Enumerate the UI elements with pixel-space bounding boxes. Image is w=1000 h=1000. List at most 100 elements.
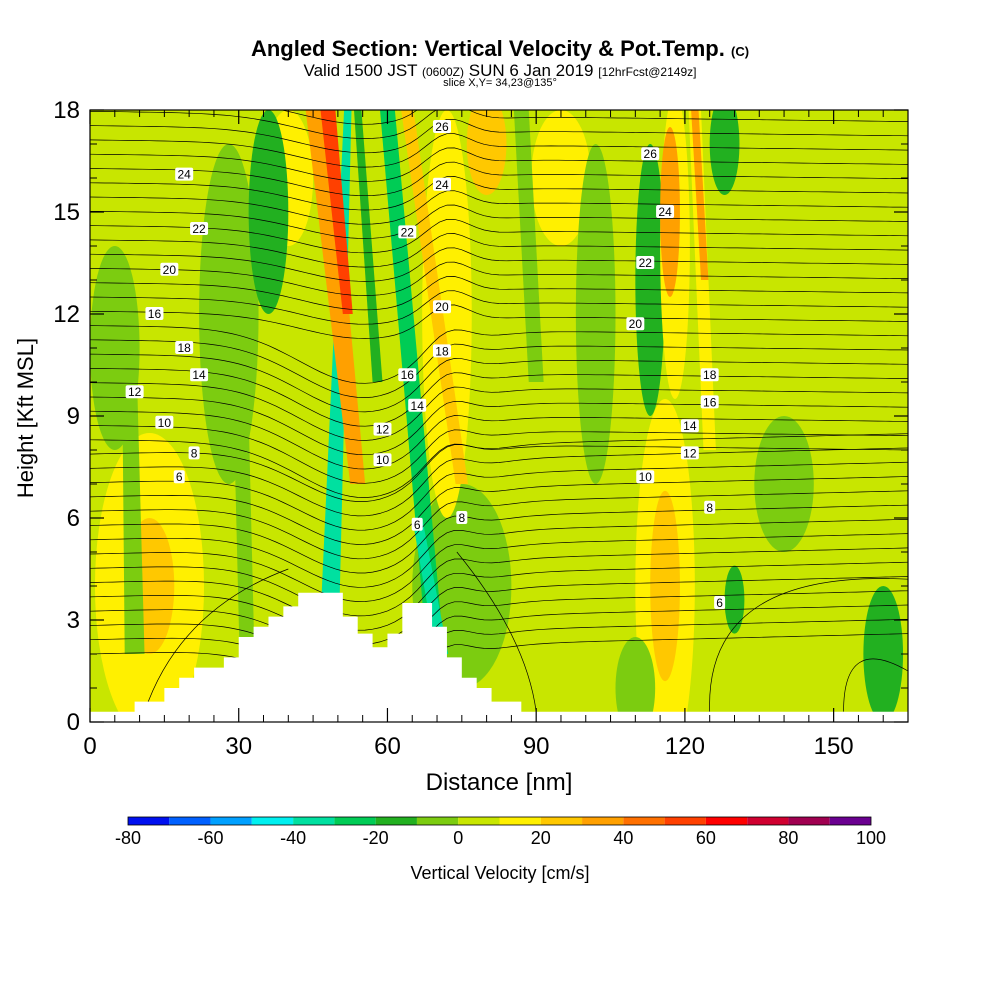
colorbar-swatch-3 [251, 817, 294, 825]
theta-contour-label-18: 12 [128, 385, 142, 399]
velocity-cell-19 [779, 586, 839, 722]
y-tick-label-2: 6 [67, 505, 80, 532]
theta-contour-line-23 [90, 325, 908, 384]
theta-contour-line-18 [90, 396, 908, 456]
theta-contour-label-27: 6 [176, 470, 183, 484]
theta-contour-label-1: 26 [644, 147, 658, 161]
chart-title: Angled Section: Vertical Velocity & Pot.… [0, 36, 1000, 62]
theta-label-bg-5 [190, 222, 209, 235]
colorbar-swatch-15 [747, 817, 789, 825]
theta-label-bg-25 [373, 453, 392, 467]
valid-date: SUN 6 Jan 2019 [468, 61, 594, 80]
theta-contour-line-16 [90, 425, 908, 484]
theta-label-bg-26 [636, 470, 655, 484]
colorbar-swatch-5 [334, 817, 376, 825]
theta-contour-line-15 [90, 439, 908, 498]
theta-contour-label-2: 24 [178, 168, 192, 182]
colorbar-swatch-2 [210, 817, 252, 825]
colorbar-tick-label-6: 40 [613, 828, 633, 848]
theta-label-bg-17 [700, 395, 719, 409]
y-tick-label-4: 12 [53, 301, 80, 328]
x-tick-label-3: 90 [523, 733, 550, 760]
theta-contour-line-19 [90, 382, 908, 441]
theta-contour-line-5 [90, 561, 908, 631]
theta-contour-label-28: 8 [458, 511, 465, 525]
y-tick-label-6: 18 [53, 97, 80, 124]
velocity-cell-20 [863, 586, 904, 722]
theta-label-bg-6 [398, 225, 417, 239]
colorbar-label: Vertical Velocity [cm/s] [410, 863, 590, 883]
theta-contour-label-20: 14 [683, 419, 697, 433]
theta-contour-line-28 [90, 247, 908, 282]
theta-contour-line-8 [90, 519, 908, 588]
theta-contour-line-33 [90, 176, 908, 211]
valid-utc: (0600Z) [421, 65, 465, 79]
colorbar-tick-label-1: -60 [198, 828, 224, 848]
x-tick-label-1: 30 [225, 733, 252, 760]
theta-contour-line-6 [90, 547, 908, 617]
velocity-cell-18 [724, 565, 745, 634]
theta-contour-line-1 [90, 618, 908, 688]
theta-label-bg-15 [190, 368, 209, 382]
colorbar-swatch-12 [623, 817, 665, 825]
theta-label-bg-1 [641, 147, 660, 161]
theta-contour-label-29: 8 [706, 501, 713, 515]
y-tick-label-0: 0 [67, 709, 80, 736]
theta-contour-line-3 [90, 590, 908, 660]
x-axis-label: Distance [nm] [426, 769, 573, 796]
colorbar-frame [127, 816, 872, 826]
colorbar-swatch-16 [788, 817, 830, 825]
velocity-cell-10 [575, 144, 616, 484]
theta-contour-line-30 [90, 218, 908, 254]
colorbar-tick-label-4: 0 [453, 828, 463, 848]
theta-contour-line-9 [90, 504, 908, 574]
theta-label-bg-7 [636, 256, 655, 269]
theta-contour-label-13: 18 [435, 344, 449, 358]
theta-contour-line-17 [90, 410, 908, 470]
velocity-band-9 [691, 110, 709, 280]
y-tick-label-5: 15 [53, 199, 80, 226]
axes: 0 30 60 90 120 150 0 3 6 9 12 15 18 [53, 97, 908, 760]
velocity-band-2 [320, 110, 353, 314]
theta-contour-line-27 [90, 261, 908, 296]
colorbar-swatch-7 [416, 817, 459, 825]
theta-contour-label-12: 18 [178, 341, 192, 355]
colorbar-tick-label-8: 80 [778, 828, 798, 848]
theta-label-bg-20 [680, 419, 699, 433]
theta-label-bg-22 [373, 422, 392, 436]
colorbar-tick-label-0: -80 [115, 828, 141, 848]
colorbar: -80 -60 -40 -20 0 20 40 60 80 100 [115, 816, 886, 848]
theta-label-bg-19 [408, 398, 427, 412]
theta-label-bg-11 [145, 307, 164, 320]
x-tick-label-4: 120 [665, 733, 705, 760]
velocity-band-11 [122, 382, 145, 654]
colorbar-swatch-4 [293, 817, 335, 825]
theta-label-bg-4 [656, 205, 675, 218]
colorbar-swatch-0 [128, 817, 170, 825]
theta-contour-line-13 [90, 447, 908, 517]
theta-contour-label-8: 20 [163, 263, 177, 277]
colorbar-tick-label-7: 60 [696, 828, 716, 848]
theta-label-bg-13 [432, 344, 451, 358]
theta-contour-surface-far [843, 658, 908, 712]
colorbar-swatch-9 [499, 817, 541, 825]
theta-contour-label-5: 22 [192, 222, 206, 236]
theta-label-bg-0 [432, 120, 451, 133]
y-tick-label-3: 9 [67, 403, 80, 430]
x-tick-label-5: 150 [814, 733, 854, 760]
theta-label-bg-21 [155, 415, 174, 429]
theta-contour-line-20 [90, 368, 908, 427]
x-tick-label-0: 0 [83, 733, 96, 760]
theta-contour-line-26 [90, 276, 908, 311]
theta-contour-surface-mid [456, 551, 537, 712]
theta-contour-label-21: 10 [158, 416, 172, 430]
colorbar-swatch-17 [829, 817, 871, 825]
velocity-cell-8 [466, 110, 507, 195]
theta-contour-line-34 [90, 161, 908, 197]
theta-contour-label-22: 12 [376, 423, 390, 437]
theta-contour-line-32 [90, 190, 908, 225]
theta-label-bg-8 [160, 262, 179, 276]
theta-contour-label-3: 24 [435, 178, 449, 192]
terrain-shape [90, 592, 908, 722]
